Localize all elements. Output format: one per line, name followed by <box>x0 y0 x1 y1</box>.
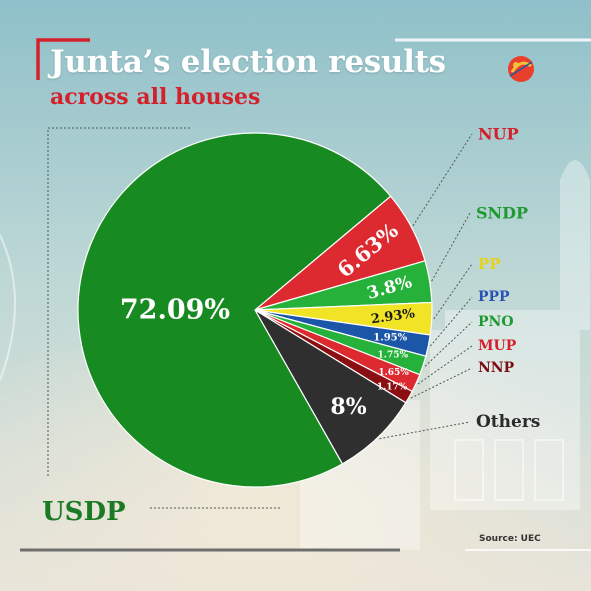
leader-sndp <box>431 212 471 282</box>
chart-subtitle: across all houses <box>50 84 261 110</box>
value-label-usdp: 72.09% <box>120 295 230 326</box>
pie-slice-others <box>254 309 407 465</box>
frame-decoration <box>20 38 591 552</box>
party-label-pno: PNO <box>478 314 514 330</box>
value-label-pno: 1.75% <box>378 351 409 361</box>
leader-others <box>379 421 471 440</box>
party-label-nnp: NNP <box>478 360 515 376</box>
leader-usdp-top <box>47 127 190 478</box>
value-label-pp: 2.93% <box>370 306 416 327</box>
leader-pp <box>433 263 473 320</box>
value-label-ppp: 1.95% <box>373 332 407 343</box>
pie-slices <box>77 132 433 488</box>
party-label-mup: MUP <box>478 338 517 354</box>
value-label-others: 8% <box>330 394 366 420</box>
chart-title: Junta’s election results <box>50 44 446 80</box>
leader-mup <box>417 345 473 385</box>
party-label-sndp: SNDP <box>476 204 528 223</box>
party-label-others: Others <box>476 412 540 432</box>
party-label-usdp: USDP <box>42 497 126 527</box>
leader-nup <box>412 133 473 227</box>
source-note: Source: UEC <box>479 534 541 544</box>
leader-pno <box>424 321 473 367</box>
leader-lines <box>47 127 473 509</box>
party-label-pp: PP <box>478 255 501 273</box>
logo-icon <box>508 56 534 82</box>
leader-ppp <box>429 296 473 347</box>
value-label-mup: 1.65% <box>378 368 409 378</box>
leader-nnp <box>410 367 473 399</box>
pie-slice-usdp <box>77 132 392 488</box>
building-outlines <box>0 234 564 501</box>
party-label-ppp: PPP <box>478 289 510 305</box>
value-label-nnp: 1.17% <box>377 383 408 393</box>
party-label-nup: NUP <box>478 125 519 144</box>
